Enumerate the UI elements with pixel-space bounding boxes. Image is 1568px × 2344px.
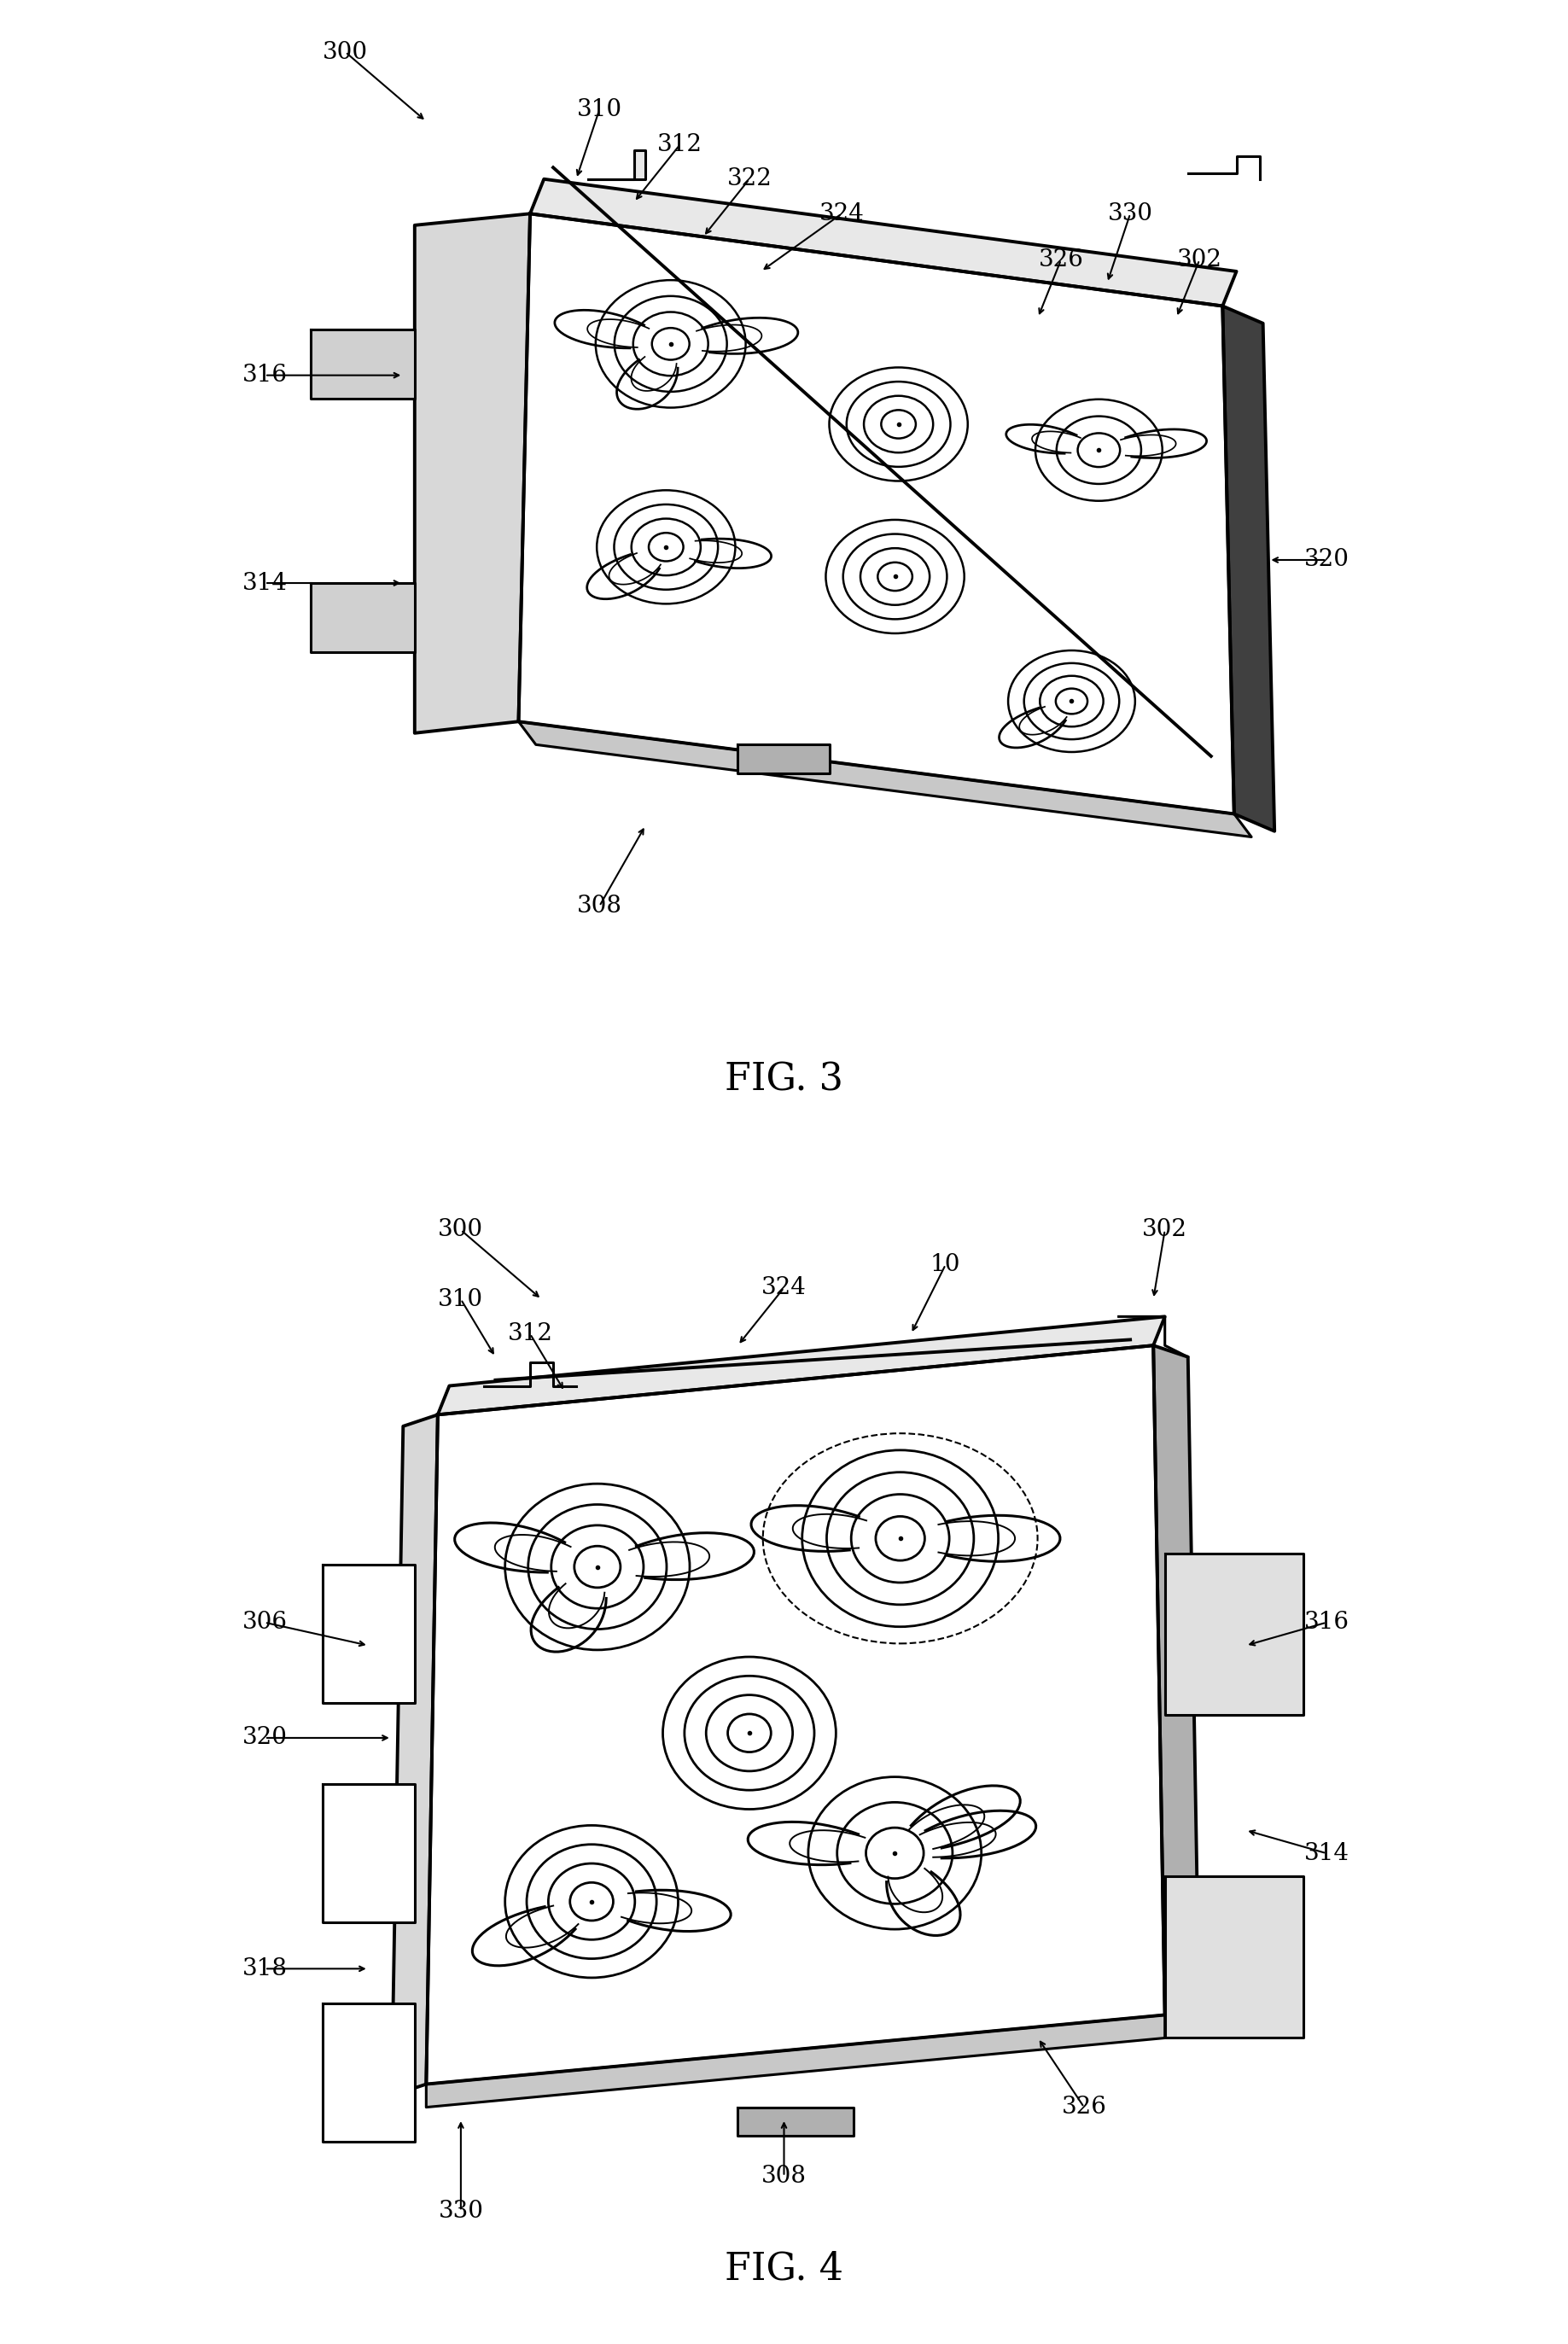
Polygon shape [519, 722, 1251, 837]
Text: 310: 310 [577, 98, 622, 122]
Polygon shape [737, 745, 829, 774]
Text: 308: 308 [762, 2166, 806, 2187]
Polygon shape [1165, 1554, 1303, 1716]
Polygon shape [1223, 307, 1275, 832]
Text: 300: 300 [323, 40, 368, 63]
Polygon shape [519, 213, 1234, 813]
Text: 324: 324 [818, 202, 864, 225]
Text: 318: 318 [241, 1957, 287, 1981]
Text: FIG. 4: FIG. 4 [724, 2250, 844, 2288]
Polygon shape [414, 213, 530, 734]
Polygon shape [323, 1566, 414, 1704]
Text: 330: 330 [437, 2199, 483, 2222]
Text: 302: 302 [1142, 1219, 1187, 1242]
Polygon shape [739, 2107, 853, 2135]
Polygon shape [323, 1784, 414, 1922]
Text: 320: 320 [1305, 548, 1348, 572]
Polygon shape [310, 328, 414, 398]
Text: 306: 306 [241, 1610, 287, 1634]
Polygon shape [530, 178, 1237, 307]
Polygon shape [392, 1416, 437, 2096]
Text: 302: 302 [1178, 248, 1221, 272]
Text: 320: 320 [241, 1725, 287, 1749]
Polygon shape [310, 584, 414, 652]
Polygon shape [588, 150, 646, 178]
Polygon shape [1154, 1345, 1200, 2028]
Polygon shape [323, 2004, 414, 2142]
Text: 316: 316 [241, 363, 287, 387]
Text: 312: 312 [657, 134, 702, 157]
Polygon shape [426, 2016, 1165, 2107]
Polygon shape [426, 1345, 1165, 2084]
Text: 316: 316 [1305, 1610, 1348, 1634]
Text: 300: 300 [437, 1219, 483, 1242]
Text: 310: 310 [437, 1287, 483, 1310]
Text: 10: 10 [930, 1254, 961, 1275]
Text: 312: 312 [508, 1322, 552, 1345]
Text: 326: 326 [1038, 248, 1083, 272]
Polygon shape [1165, 1878, 1303, 2037]
Text: FIG. 3: FIG. 3 [724, 1062, 844, 1097]
Text: 326: 326 [1062, 2096, 1107, 2119]
Text: 314: 314 [1305, 1842, 1348, 1866]
Text: 324: 324 [762, 1275, 806, 1299]
Polygon shape [437, 1317, 1165, 1416]
Text: 308: 308 [577, 895, 622, 919]
Text: 322: 322 [728, 166, 771, 190]
Text: 314: 314 [241, 572, 287, 595]
Text: 330: 330 [1107, 202, 1152, 225]
